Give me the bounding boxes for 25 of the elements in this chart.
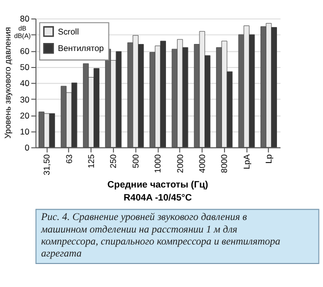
x-tick-label: 8000 [219, 154, 230, 173]
y-tick-label: 60 [20, 46, 30, 56]
x-tick-label: LpA [241, 154, 252, 170]
text: R404A -10/45°C [124, 192, 192, 203]
text: Рис. 4. Сравнение уровней звукового давления в машинном отделении на расстоянии 1 м для компрессора, спирального компрессора и вентилятора агрегата [40, 212, 280, 260]
x-tick-label: 125 [86, 154, 96, 168]
x-tick-label: 250 [108, 154, 118, 168]
x-tick-label: 31,50 [42, 154, 52, 176]
y-tick-label: 10 [20, 126, 30, 136]
x-axis-title: Средние частоты (Гц) [107, 179, 208, 190]
legend-label: Scroll [58, 26, 79, 36]
x-tick-label: 4000 [196, 154, 207, 173]
y-tick-label: 80 [20, 14, 30, 24]
y-axis-title: Уровень звукового давления [2, 27, 12, 139]
x-tick-label: 2000 [174, 154, 185, 173]
x-tick-label: 500 [130, 154, 140, 168]
y-tick-label: 50 [20, 62, 30, 72]
y-tick-label: 0 [24, 142, 30, 153]
y-tick-label: 30 [20, 94, 30, 104]
y-tick-label: 20 [20, 110, 30, 120]
legend-label: Вентилятор [58, 43, 104, 54]
x-tick-label: Lp [264, 154, 274, 164]
x-tick-label: 63 [64, 154, 74, 164]
x-tick-label: 1000 [152, 154, 163, 173]
y-tick-label: 40 [20, 78, 30, 88]
